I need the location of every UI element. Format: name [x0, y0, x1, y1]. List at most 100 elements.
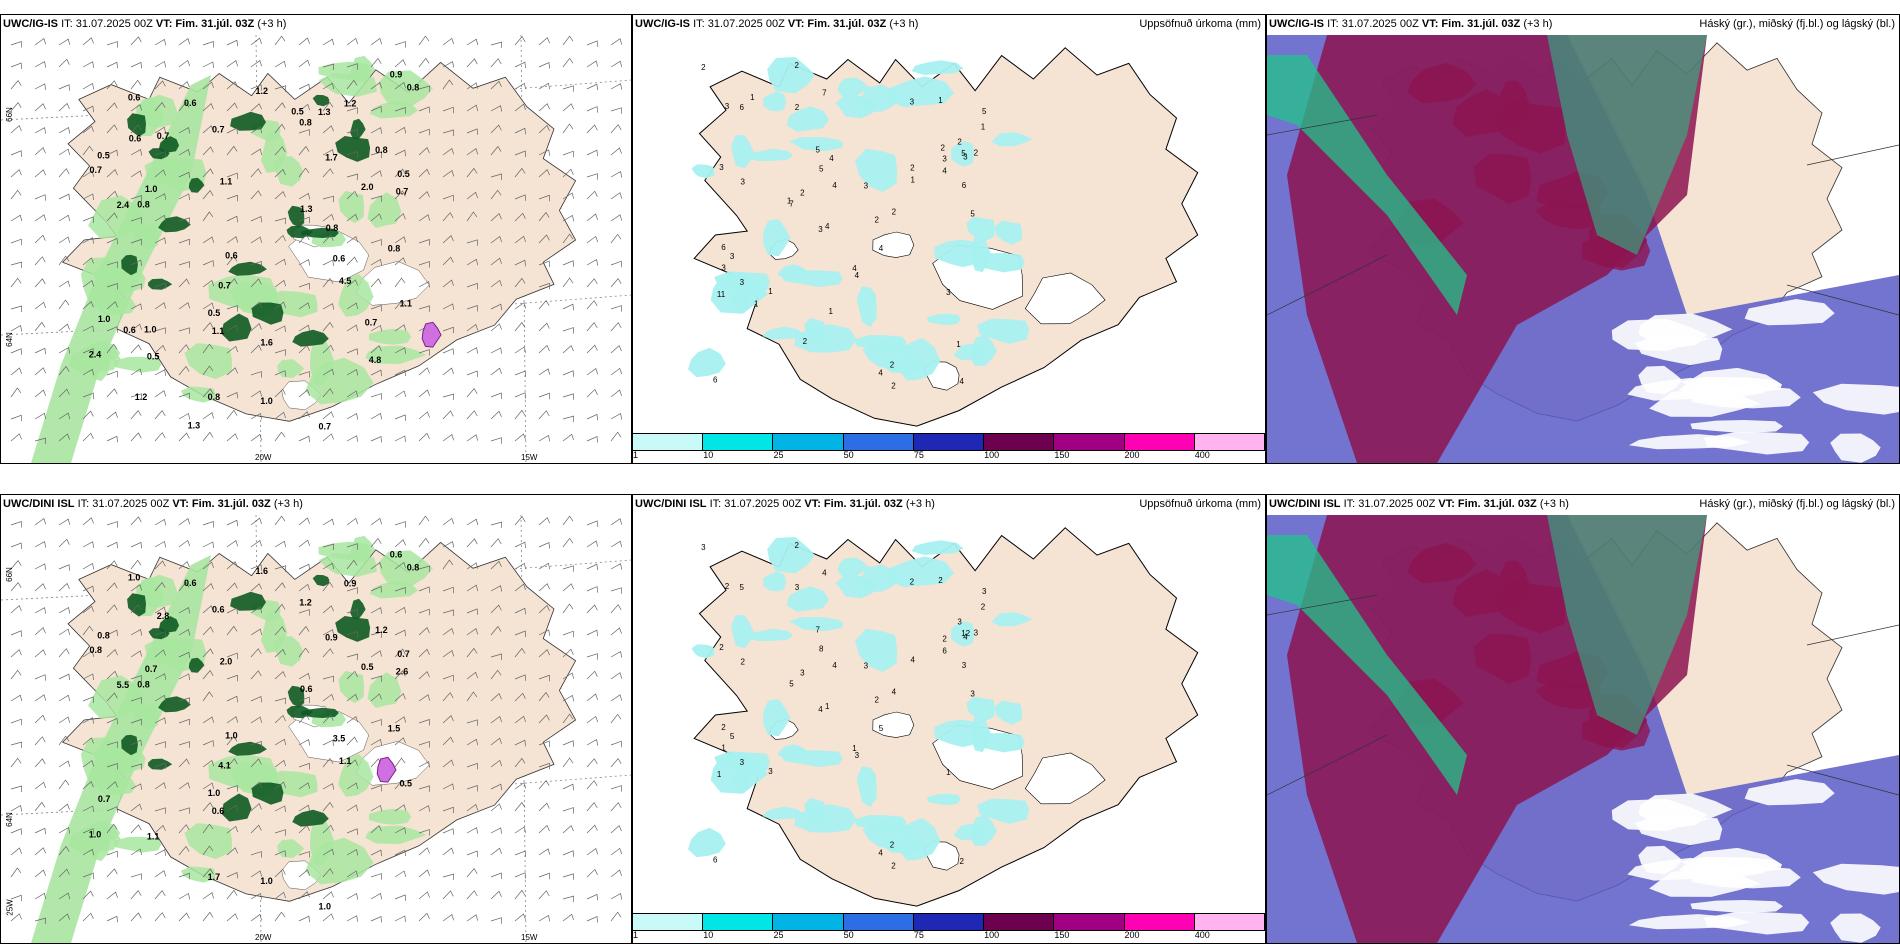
wind-barbs [10, 35, 623, 445]
glacier [1024, 272, 1106, 325]
lead-time: (+3 h) [1539, 498, 1569, 510]
colorbar-label: 150 [1054, 450, 1070, 460]
lon-label-15w: 15W [521, 453, 538, 462]
precip-value-label: 3 [740, 278, 745, 287]
precip-value-label: 3 [946, 288, 951, 297]
precip-value-labels: 0.8 0.8 0.5 0.9 0.5 1.0 0.8 1.6 1.5 0.7 1.0 2.6 1.1 1… [89, 550, 420, 912]
colorbar-labels: 1 10 25 50 75 100 150 200 400 [633, 450, 1265, 462]
precip-value-label: 0.8 [388, 244, 401, 254]
colorbar-swatch [1124, 914, 1195, 930]
precip-value-label: 5 [816, 146, 821, 155]
precip-value-label: 2 [719, 643, 724, 652]
precip-value-label: 3 [942, 154, 947, 163]
precip-value-label: 6 [713, 375, 718, 384]
precip-value-label: 1.6 [260, 338, 273, 348]
colorbar-swatch [633, 434, 704, 450]
precip-value-label: 1.0 [260, 876, 273, 886]
colorbar-label: 400 [1194, 450, 1210, 460]
wind-map: 0.8 0.8 0.5 0.9 0.5 1.0 0.8 1.6 1.5 0.7 1.0 2.6 1.1 1… [1, 514, 631, 943]
precip-value-label: 3 [963, 153, 968, 162]
panel-bot-wind: UWC/DINI ISL IT: 31.07.2025 00Z VT: Fim.… [0, 494, 632, 944]
precip-value-label: 0.7 [212, 125, 225, 135]
colorbar-swatch [843, 434, 914, 450]
glacier [1024, 752, 1106, 805]
precip-value-label: 1.2 [375, 625, 388, 635]
valid-time: VT: Fim. 31.júl. 03Z [787, 18, 887, 30]
colorbar-label: 10 [703, 930, 714, 940]
precip-value-label: 11 [717, 290, 726, 299]
precip-value-label: 4 [852, 264, 857, 273]
precip-value-label: 0.5 [400, 779, 413, 789]
precip-value-label: 2 [891, 382, 896, 391]
precip-value-label: 0.7 [90, 165, 103, 175]
precip-colorbar: 1 10 25 50 75 100 150 200 400 [633, 913, 1265, 943]
precip-value-label: 1 [829, 307, 834, 316]
precip-value-label: 2 [875, 695, 880, 704]
precip-value-label: 0.7 [145, 664, 158, 674]
precip-value-label: 1.5 [388, 724, 401, 734]
precip-value-label: 0.7 [157, 131, 170, 141]
panel-header: UWC/DINI ISL IT: 31.07.2025 00Z VT: Fim.… [3, 497, 303, 511]
precip-value-label: 0.7 [397, 649, 410, 659]
valid-time: VT: Fim. 31.júl. 03Z [804, 498, 903, 510]
panel-header: UWC/IG-IS IT: 31.07.2025 00Z VT: Fim. 31… [635, 17, 918, 31]
precip-value-label: 0.5 [147, 352, 160, 362]
precip-value-label: 4 [911, 655, 916, 664]
colorbar-label: 150 [1054, 930, 1070, 940]
panel-bot-cloud: UWC/DINI ISL IT: 31.07.2025 00Z VT: Fim.… [1266, 494, 1900, 944]
precip-value-label: 0.5 [291, 106, 304, 116]
colorbar-swatch [984, 914, 1055, 930]
precip-value-label: 1 [768, 287, 773, 296]
wind-map: 0.70.81.11.72.00.60.51.20.81.00.60.70.50… [1, 34, 631, 463]
boundary-lines [1267, 114, 1899, 316]
precip-value-label: 4 [942, 167, 947, 176]
precip-value-label: 1.0 [319, 901, 332, 911]
precip-value-label: 2.4 [117, 200, 130, 210]
precip-value-label: 2 [803, 337, 808, 346]
precip-value-label: 2 [910, 578, 915, 587]
colorbar-swatch [1194, 914, 1265, 930]
precip-value-label: 1.3 [188, 421, 201, 431]
precip-value-label: 1 [852, 744, 857, 753]
lon-label-20w: 20W [255, 933, 272, 942]
precip-value-label: 6 [942, 647, 947, 656]
colorbar-label: 400 [1194, 930, 1210, 940]
precip-value-label: 2 [910, 163, 915, 172]
colorbar-label: 50 [843, 930, 854, 940]
precip-value-label: 2 [875, 215, 880, 224]
precip-value-label: 2 [795, 541, 800, 550]
precip-value-label: 3 [795, 583, 800, 592]
precip-value-label: 4 [892, 687, 897, 696]
lat-label-25w: 25W [5, 899, 15, 916]
precip-value-label: 1.3 [318, 107, 331, 117]
precip-value-label: 5 [879, 724, 884, 733]
precip-value-label: 4 [832, 181, 837, 190]
precip-value-label: 5 [982, 107, 987, 116]
precip-value-label: 2 [800, 189, 805, 198]
precip-value-label: 1 [721, 744, 726, 753]
precip-value-label: 1.0 [145, 184, 158, 194]
precip-value-label: 1 [981, 123, 986, 132]
precip-value-label: 7 [789, 200, 794, 209]
precip-value-label: 2.6 [396, 667, 409, 677]
colorbar-label: 200 [1124, 930, 1140, 940]
colorbar-label: 200 [1124, 450, 1140, 460]
colorbar-swatch [1124, 434, 1195, 450]
heavy-precip-spot [376, 756, 397, 783]
precip-value-label: 4 [822, 569, 827, 578]
colorbar-label: 25 [773, 450, 784, 460]
precip-value-label: 2 [974, 149, 979, 158]
model-name: UWC/IG-IS [635, 18, 690, 30]
precip-value-label: 3 [962, 661, 967, 670]
panel-title-right: Háský (gr.), miðský (fj.bl.) og lágský (… [1699, 18, 1895, 30]
precip-value-label: 5.5 [117, 680, 130, 690]
precip-value-label: 4 [855, 271, 860, 280]
precip-value-label: 5 [740, 583, 745, 592]
precip-value-label: 0.8 [208, 392, 221, 402]
precip-value-label: 1.1 [212, 326, 225, 336]
precip-value-label: 1 [938, 96, 943, 105]
init-time: IT: 31.07.2025 00Z [1343, 498, 1436, 510]
